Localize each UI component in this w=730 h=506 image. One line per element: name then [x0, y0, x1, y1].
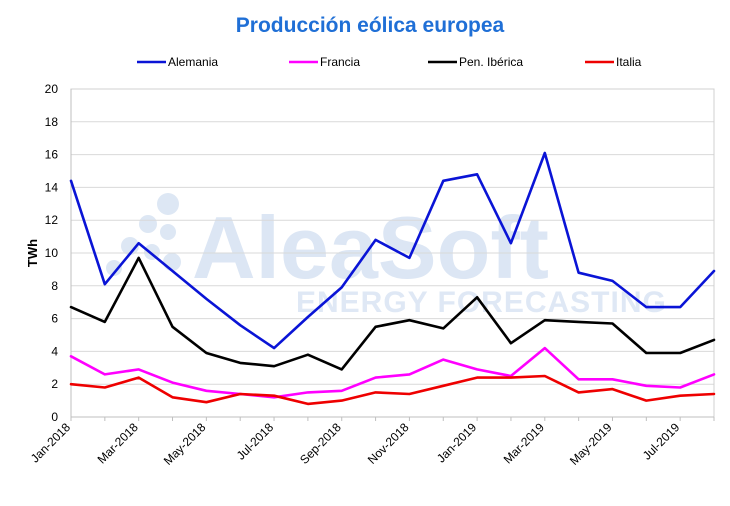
legend-label: Alemania	[168, 55, 218, 69]
watermark: AleaSoft ENERGY FORECASTING	[106, 193, 666, 319]
series-line-alemania	[69, 151, 716, 350]
legend-label: Francia	[320, 55, 360, 69]
x-tick-label: Jan-2019	[434, 420, 480, 466]
x-tick-label: Jan-2018	[28, 420, 74, 466]
plot-frame	[70, 88, 715, 418]
y-tick-label: 8	[51, 279, 58, 293]
y-tick-label: 0	[51, 410, 58, 424]
watermark-dot-icon	[121, 237, 139, 255]
x-tick-label: Jul-2019	[640, 420, 683, 463]
series-line-francia	[69, 346, 716, 399]
y-tick-label: 20	[45, 82, 59, 96]
x-tick-label: May-2019	[567, 420, 615, 468]
legend-label: Pen. Ibérica	[459, 55, 523, 69]
x-tick-label: Jul-2018	[234, 420, 277, 463]
watermark-dot-icon	[163, 253, 181, 271]
y-tick-label: 14	[45, 180, 59, 194]
chart-title: Producción eólica europea	[236, 14, 505, 37]
y-tick-label: 16	[45, 148, 59, 162]
x-tick-label: Mar-2019	[501, 420, 547, 466]
watermark-dot-icon	[160, 224, 176, 240]
x-tick-label: Nov-2018	[365, 420, 412, 467]
series-lines	[69, 151, 716, 406]
x-axis: Jan-2018 Mar-2018 May-2018 Jul-2018 Sep-2018…	[28, 417, 715, 468]
x-tick-label: Sep-2018	[297, 420, 344, 467]
y-tick-label: 10	[45, 246, 59, 260]
y-tick-label: 18	[45, 115, 59, 129]
watermark-dot-icon	[106, 260, 122, 276]
x-tick-label: Mar-2018	[95, 420, 141, 466]
series-line-pen-ib-rica	[69, 256, 716, 371]
legend: Alemania Francia Pen. Ibérica Italia	[137, 55, 642, 69]
y-tick-label: 6	[51, 312, 58, 326]
legend-label: Italia	[616, 55, 642, 69]
y-tick-label: 12	[45, 213, 59, 227]
x-tick-label: May-2018	[161, 420, 209, 468]
y-axis: 0 2 4 6 8 10 12 14 16 18 20	[45, 82, 59, 424]
grid	[71, 88, 714, 418]
watermark-dot-icon	[139, 215, 157, 233]
watermark-dot-icon	[157, 193, 179, 215]
series-line-italia	[69, 374, 716, 406]
y-axis-label: TWh	[25, 239, 40, 267]
y-tick-label: 2	[51, 377, 58, 391]
y-tick-label: 4	[51, 344, 58, 358]
